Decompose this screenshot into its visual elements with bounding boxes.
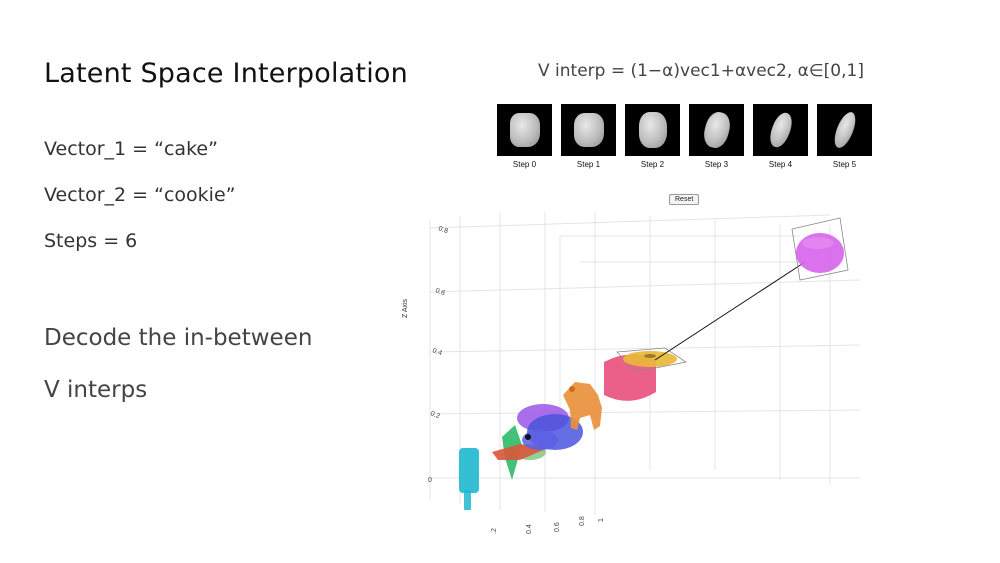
- plot-grid: [429, 212, 861, 515]
- step-1-thumbnail: [561, 104, 616, 156]
- z-tick-0.2: 0.2: [429, 410, 441, 420]
- bottom-tick-1: 1: [598, 518, 605, 522]
- step-4: Step 4: [753, 104, 808, 169]
- steps-row: Step 0 Step 1 Step 2 Step 3 Step 4 Step …: [497, 104, 877, 174]
- z-tick-0.8: 0.8: [437, 225, 449, 235]
- bullet-steps: Steps = 6: [44, 230, 138, 252]
- step-4-thumbnail: [753, 104, 808, 156]
- step-1-label: Step 1: [576, 160, 601, 169]
- step-3: Step 3: [689, 104, 744, 169]
- z-tick-0: 0: [428, 477, 432, 484]
- reset-button[interactable]: Reset: [669, 194, 700, 205]
- bullet-v-interps: V interps: [44, 377, 148, 403]
- orange-object: [563, 382, 602, 430]
- step-4-label: Step 4: [768, 160, 793, 169]
- step-0: Step 0: [497, 104, 552, 169]
- step-3-thumbnail: [689, 104, 744, 156]
- bullet-vector-2: Vector_2 = “cookie”: [44, 184, 236, 206]
- blue-purple-object: [517, 404, 583, 450]
- slide-title: Latent Space Interpolation: [44, 58, 408, 89]
- step-3-label: Step 3: [704, 160, 729, 169]
- step-0-thumbnail: [497, 104, 552, 156]
- step-0-label: Step 0: [512, 160, 537, 169]
- interpolation-formula: V interp = (1−α)vec1+αvec2, α∈[0,1]: [538, 61, 864, 81]
- magenta-object: [791, 217, 849, 281]
- bottom-tick-0.4: 0.4: [526, 524, 533, 534]
- step-2: Step 2: [625, 104, 680, 169]
- bullet-vector-1: Vector_1 = “cake”: [44, 138, 218, 160]
- bottom-tick-0.6: 0.6: [554, 522, 561, 532]
- bottom-tick-0.8: 0.8: [579, 516, 586, 526]
- step-5-label: Step 5: [832, 160, 857, 169]
- bullet-decode: Decode the in-between: [44, 325, 313, 351]
- z-axis-label: Z Axis: [402, 298, 409, 318]
- z-tick-0.4: 0.4: [431, 347, 443, 357]
- step-1: Step 1: [561, 104, 616, 169]
- bottom-tick-0.2: .2: [491, 528, 498, 534]
- interpolation-line: [654, 261, 806, 361]
- step-5: Step 5: [817, 104, 872, 169]
- step-5-thumbnail: [817, 104, 872, 156]
- z-tick-0.6: 0.6: [434, 287, 446, 297]
- cyan-object: [459, 448, 479, 510]
- step-2-thumbnail: [625, 104, 680, 156]
- step-2-label: Step 2: [640, 160, 665, 169]
